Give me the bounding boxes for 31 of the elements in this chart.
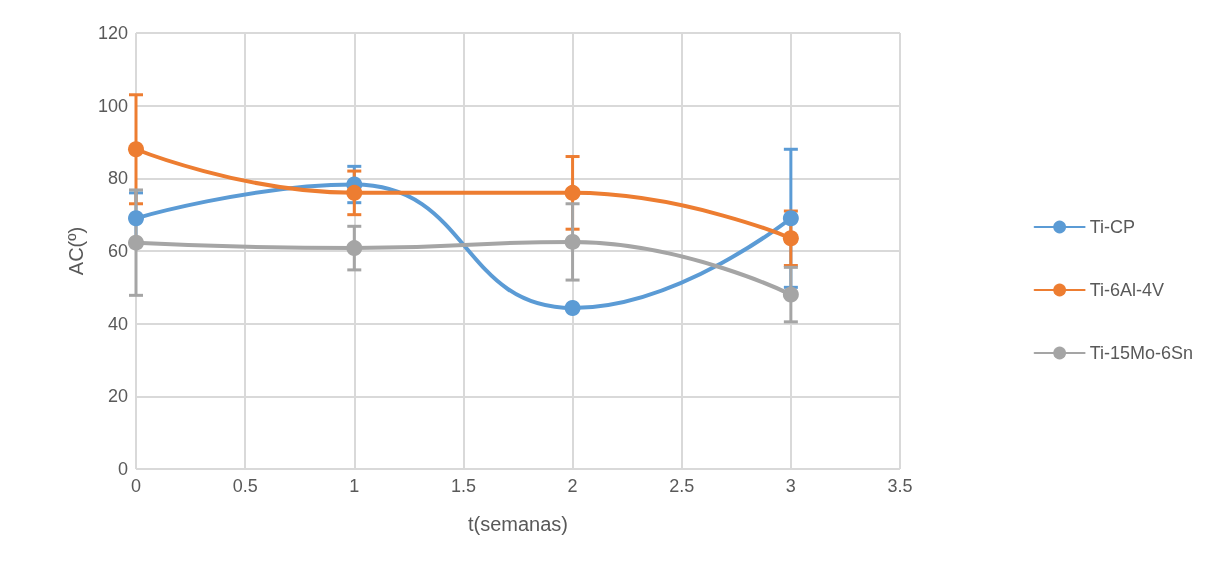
legend-label: Ti-CP: [1089, 217, 1135, 237]
x-tick-label: 0.5: [232, 476, 258, 496]
x-tick-label: 1.5: [450, 476, 476, 496]
x-tick-label: 0: [130, 476, 142, 496]
y-tick-label: 80: [107, 168, 128, 189]
point: [782, 210, 799, 227]
y-tick-label: 100: [97, 95, 128, 116]
legend-label: Ti-15Mo-6Sn: [1089, 343, 1194, 363]
point: [782, 286, 799, 303]
legend-label: Ti-6Al-4V: [1089, 280, 1164, 300]
point: [346, 184, 363, 201]
point: [564, 233, 581, 250]
point: [782, 230, 799, 247]
x-tick-label: 2: [567, 476, 578, 496]
point: [564, 184, 581, 201]
x-axis-title: t(semanas): [467, 513, 569, 535]
point: [346, 240, 363, 257]
y-axis-title: AC(º): [65, 226, 87, 276]
point: [564, 300, 581, 317]
x-tick-label: 2.5: [669, 476, 695, 496]
x-tick-label: 1: [349, 476, 360, 496]
x-tick-label: 3.5: [887, 476, 913, 496]
y-tick-label: 60: [107, 241, 128, 261]
y-tick-label: 20: [107, 386, 128, 407]
point: [128, 210, 144, 227]
y-tick-label: 0: [117, 459, 128, 479]
y-tick-label: 40: [107, 313, 128, 334]
point: [128, 141, 144, 158]
y-tick-label: 120: [97, 23, 128, 43]
point: [128, 234, 144, 251]
x-tick-label: 3: [785, 476, 796, 496]
